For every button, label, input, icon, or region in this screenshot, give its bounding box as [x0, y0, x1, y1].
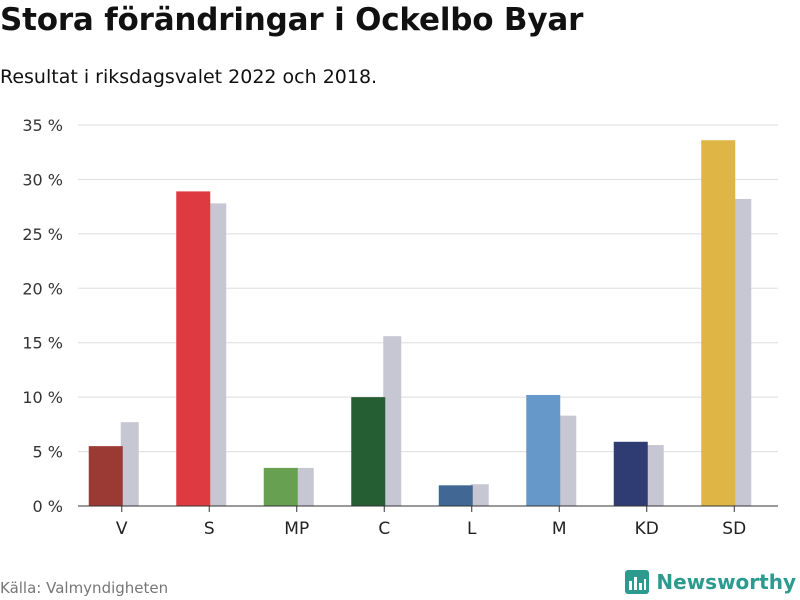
x-tick-label: M	[552, 519, 567, 539]
x-tick-label: KD	[635, 519, 659, 539]
bar-chart: 0 % 5 % 10 % 15 % 20 % 25 % 30 % 35 % V S MP C L M KD…	[22, 116, 778, 539]
x-tick-label: V	[116, 519, 128, 539]
bar-c-2022	[351, 397, 386, 506]
bar-sd-2018	[733, 199, 752, 506]
x-tick-label: C	[378, 519, 390, 539]
y-tick-label: 0 %	[33, 497, 63, 516]
y-tick-label: 20 %	[22, 279, 63, 298]
y-tick-label: 25 %	[22, 225, 63, 244]
bar-mp-2018	[295, 467, 314, 506]
bar-s-2018	[208, 203, 227, 506]
y-tick-label: 15 %	[22, 334, 63, 353]
bar-sd-2022	[701, 140, 736, 507]
x-axis: V S MP C L M KD SD	[78, 505, 778, 539]
bar-c-2018	[383, 336, 402, 506]
bar-mp-2022	[263, 467, 298, 506]
bar-kd-2022	[613, 441, 648, 506]
bars	[88, 140, 752, 507]
y-tick-label: 35 %	[22, 116, 63, 135]
bar-v-2018	[120, 422, 139, 506]
y-axis: 0 % 5 % 10 % 15 % 20 % 25 % 30 % 35 %	[22, 116, 63, 516]
chart-subtitle: Resultat i riksdagsvalet 2022 och 2018.	[0, 66, 378, 88]
bar-m-2018	[558, 415, 577, 506]
x-tick-label: SD	[722, 519, 746, 539]
bar-m-2022	[526, 394, 561, 506]
bar-l-2018	[470, 484, 489, 506]
y-tick-label: 10 %	[22, 388, 63, 407]
bar-v-2022	[88, 446, 123, 506]
bar-kd-2018	[645, 445, 664, 506]
y-tick-label: 30 %	[22, 170, 63, 189]
x-tick-label: MP	[284, 519, 309, 539]
bar-chart-logo-icon	[625, 570, 650, 594]
y-tick-label: 5 %	[33, 443, 63, 462]
bar-s-2022	[176, 191, 211, 506]
x-tick-label: S	[204, 519, 215, 539]
x-tick-label: L	[467, 519, 477, 539]
bar-l-2022	[438, 485, 473, 506]
source-note: Källa: Valmyndigheten	[0, 579, 169, 597]
chart-title: Stora förändringar i Ockelbo Byar	[0, 2, 584, 38]
brand-logo: Newsworthy	[624, 569, 796, 595]
brand-name: Newsworthy	[656, 570, 796, 594]
